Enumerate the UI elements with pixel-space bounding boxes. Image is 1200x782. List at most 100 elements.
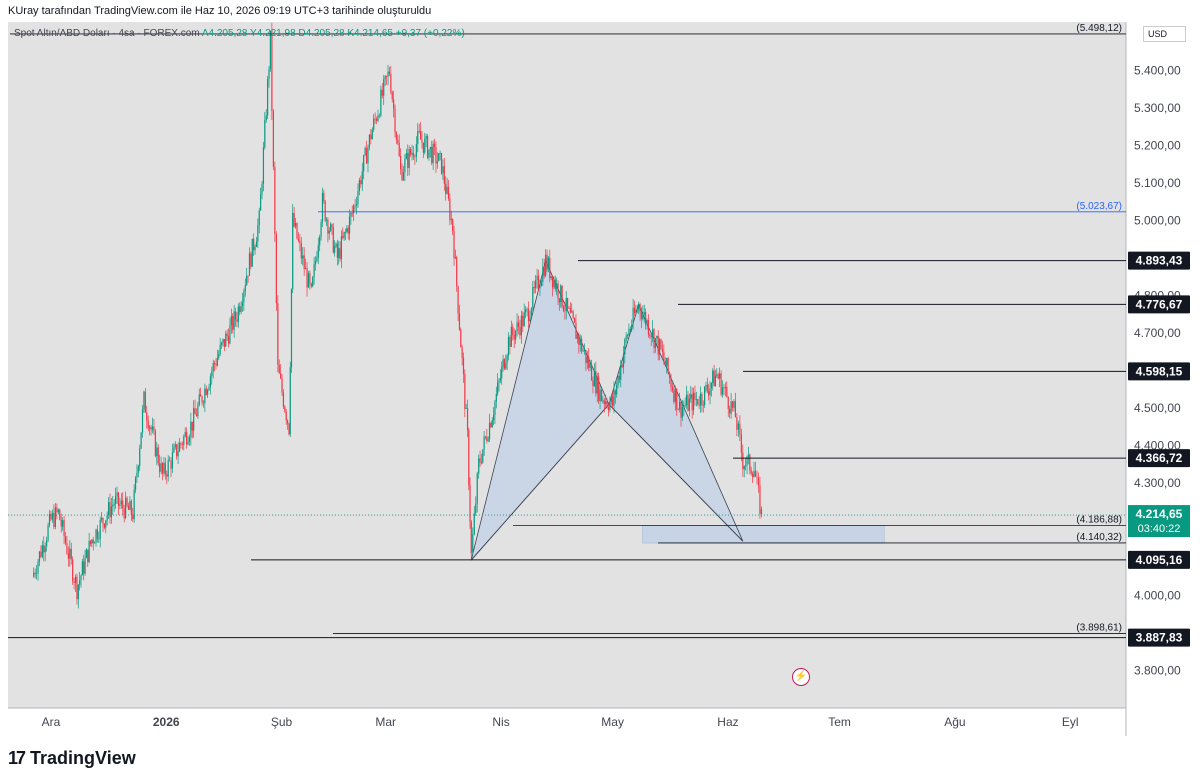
candle-body <box>674 388 676 402</box>
candle-body <box>586 356 588 363</box>
candle-body <box>169 460 171 461</box>
candle-body <box>487 439 489 441</box>
candle-body <box>164 462 166 475</box>
candle-body <box>535 280 537 289</box>
candle-body <box>716 374 718 376</box>
candle-body <box>759 485 761 515</box>
x-tick-label: Ara <box>42 715 61 729</box>
candle-body <box>357 191 359 205</box>
candle-body <box>180 443 182 444</box>
candle-body <box>265 115 267 121</box>
candle-body <box>628 329 630 335</box>
candle-body <box>324 201 326 221</box>
candle-body <box>151 426 154 430</box>
candle-body <box>401 169 403 180</box>
x-tick-label: Mar <box>375 715 396 729</box>
candle-body <box>288 423 290 435</box>
candle-body <box>447 186 450 199</box>
candle-body <box>752 473 754 477</box>
candle-body <box>88 540 90 563</box>
chart-panel[interactable]: 5.400,00 5.300,00 5.200,00 5.100,00 5.000,00… <box>8 22 1192 736</box>
candle-body <box>202 402 205 404</box>
candle-body <box>497 382 499 394</box>
candle-body <box>300 243 302 259</box>
candle-body <box>159 463 161 472</box>
candle-body <box>321 192 324 223</box>
level-label: (4.140,32) <box>1076 532 1122 543</box>
candle-body <box>277 303 279 365</box>
candle-body <box>188 437 191 442</box>
candle-body <box>464 373 466 409</box>
candle-body <box>250 253 252 267</box>
tradingview-brand[interactable]: 17 TradingView <box>8 748 136 769</box>
candle-body <box>730 401 732 414</box>
candle-body <box>102 518 104 524</box>
candle-body <box>85 549 88 558</box>
candle-body <box>157 447 159 464</box>
candle-body <box>160 463 162 472</box>
candle-body <box>239 306 241 312</box>
candle-body <box>749 454 751 471</box>
candle-body <box>63 520 65 537</box>
candle-body <box>37 561 39 574</box>
candle-body <box>327 219 329 234</box>
candle-body <box>532 286 534 309</box>
candle-body <box>698 404 700 406</box>
candle-body <box>484 436 487 438</box>
candle-body <box>222 339 224 343</box>
candle-body <box>507 336 510 356</box>
candle-body <box>304 267 307 270</box>
candle-body <box>112 505 114 507</box>
candle-body <box>307 273 310 288</box>
candle-body <box>687 394 689 411</box>
candle-body <box>743 466 745 470</box>
candle-body <box>422 142 424 153</box>
candle-body <box>606 401 608 407</box>
candle-body <box>522 315 524 327</box>
candle-body <box>723 387 725 389</box>
candle-body <box>344 231 347 233</box>
candle-body <box>543 266 545 276</box>
candle-body <box>123 508 125 518</box>
candle-body <box>56 507 58 513</box>
candle-body <box>161 463 164 474</box>
candle-body <box>550 276 552 279</box>
candle-body <box>654 338 657 348</box>
candle-body <box>299 240 301 244</box>
candle-body <box>435 147 437 164</box>
candle-body <box>486 436 488 441</box>
price-chart[interactable]: 5.400,00 5.300,00 5.200,00 5.100,00 5.000,00… <box>8 22 1192 736</box>
candle-body <box>454 257 456 259</box>
candle-body <box>499 378 501 381</box>
candle-body <box>450 219 452 221</box>
flash-icon[interactable]: ⚡ <box>792 668 810 686</box>
candle-body <box>412 152 415 157</box>
candle-body <box>731 401 734 408</box>
candle-body <box>560 285 562 303</box>
candle-body <box>407 153 409 168</box>
candle-body <box>688 398 690 411</box>
candle-body <box>733 401 735 408</box>
candle-body <box>588 356 590 368</box>
currency-selector[interactable]: USD <box>1142 26 1186 42</box>
candle-body <box>215 363 217 366</box>
candle-body <box>187 441 189 445</box>
candle-body <box>720 373 722 395</box>
candle-body <box>361 171 363 185</box>
candle-body <box>663 351 665 361</box>
candle-body <box>312 277 314 287</box>
candle-body <box>400 156 402 170</box>
candle-body <box>289 367 291 435</box>
candle-body <box>314 261 317 265</box>
candle-body <box>156 447 158 457</box>
candle-body <box>244 285 246 291</box>
candle-body <box>462 357 465 374</box>
candle-body <box>64 536 67 544</box>
candle-body <box>457 286 459 314</box>
candle-body <box>526 308 528 310</box>
candle-body <box>710 383 712 389</box>
candle-body <box>140 432 142 449</box>
candle-body <box>498 380 500 383</box>
candle-body <box>204 388 206 404</box>
candle-body <box>572 311 574 318</box>
